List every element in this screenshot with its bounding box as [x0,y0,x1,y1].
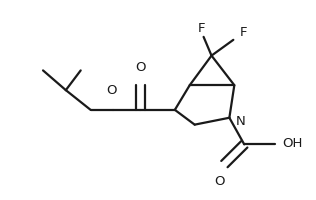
Text: F: F [239,26,247,39]
Text: F: F [198,22,205,35]
Text: N: N [235,115,245,128]
Text: O: O [106,84,117,97]
Text: O: O [135,61,145,74]
Text: OH: OH [283,136,303,149]
Text: O: O [214,174,225,187]
